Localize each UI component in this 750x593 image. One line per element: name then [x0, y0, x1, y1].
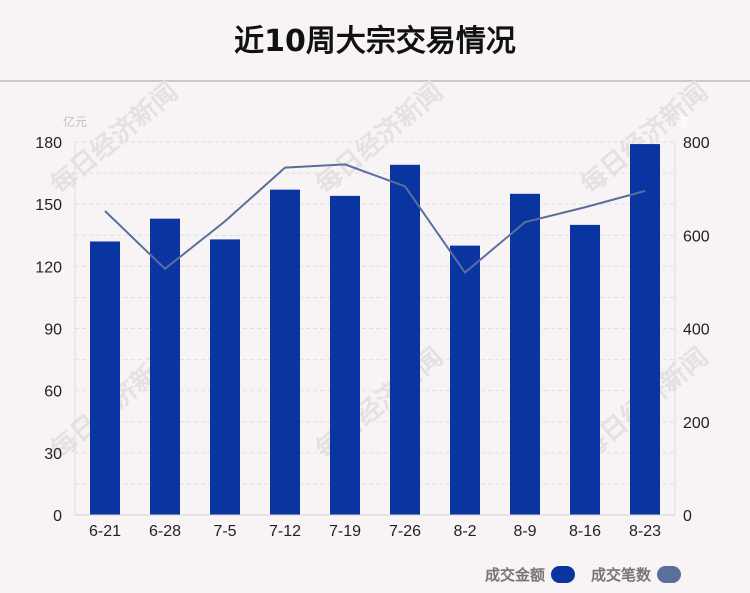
watermark-text: 每日经济新闻 — [310, 76, 449, 200]
bar — [630, 144, 660, 516]
line-series — [104, 163, 646, 275]
y-right-tick-label: 0 — [683, 508, 692, 525]
bar — [450, 245, 480, 515]
title-divider — [0, 80, 750, 82]
legend-label-amount: 成交金额 — [485, 565, 546, 584]
x-tick-label: 6-21 — [89, 523, 121, 540]
x-tick-label: 7-5 — [213, 523, 236, 540]
bar — [510, 193, 540, 516]
legend-swatch-amount — [551, 565, 576, 583]
x-tick-label: 6-28 — [149, 523, 181, 540]
bar — [210, 239, 240, 515]
x-tick-label: 7-19 — [329, 523, 361, 540]
right-axis-unit: 笔 — [677, 114, 689, 129]
x-tick-label: 8-2 — [453, 523, 476, 540]
y-left-tick-label: 90 — [44, 322, 62, 339]
y-left-tick-label: 60 — [44, 384, 62, 401]
bar — [90, 241, 120, 515]
axes — [74, 142, 676, 516]
x-tick-label: 7-26 — [389, 523, 421, 540]
bar — [570, 224, 600, 515]
y-left-tick-label: 180 — [35, 135, 62, 152]
tick-labels: 0 30 60 90 120 150 180 0 200 400 600 800 6-21 6-28 7-5… — [35, 114, 710, 540]
legend-item-amount: 成交金额 — [485, 564, 576, 585]
x-tick-label: 7-12 — [269, 523, 301, 540]
legend: 成交金额 成交笔数 — [485, 562, 697, 586]
x-tick-label: 8-16 — [569, 523, 601, 540]
legend-item-count: 成交笔数 — [591, 564, 682, 585]
left-axis-unit: 亿元 — [63, 114, 87, 129]
y-left-tick-label: 150 — [35, 197, 62, 214]
watermark-text: 每日经济新闻 — [45, 76, 184, 200]
legend-label-count: 成交笔数 — [591, 565, 652, 584]
combo-chart: 每日经济新闻每日经济新闻每日经济新闻每日经济新闻每日经济新闻每日经济新闻 030… — [35, 76, 714, 540]
watermarks: 每日经济新闻每日经济新闻每日经济新闻每日经济新闻每日经济新闻每日经济新闻 — [45, 76, 714, 465]
count-line — [104, 163, 646, 275]
y-left-tick-label: 120 — [35, 259, 62, 276]
bar — [150, 218, 180, 515]
x-tick-label: 8-23 — [629, 523, 661, 540]
y-right-tick-label: 200 — [683, 415, 710, 432]
x-tick-label: 8-9 — [513, 523, 536, 540]
y-right-tick-label: 400 — [683, 322, 710, 339]
y-right-tick-label: 600 — [683, 228, 710, 245]
bar-series — [90, 144, 660, 516]
legend-swatch-count — [657, 565, 682, 583]
y-right-tick-label: 800 — [683, 135, 710, 152]
bar — [390, 164, 420, 516]
bar — [270, 189, 300, 515]
bar — [330, 195, 360, 515]
y-left-tick-label: 30 — [44, 446, 62, 463]
y-left-tick-label: 0 — [53, 508, 62, 525]
chart-title: 近10周大宗交易情况 — [234, 24, 516, 59]
